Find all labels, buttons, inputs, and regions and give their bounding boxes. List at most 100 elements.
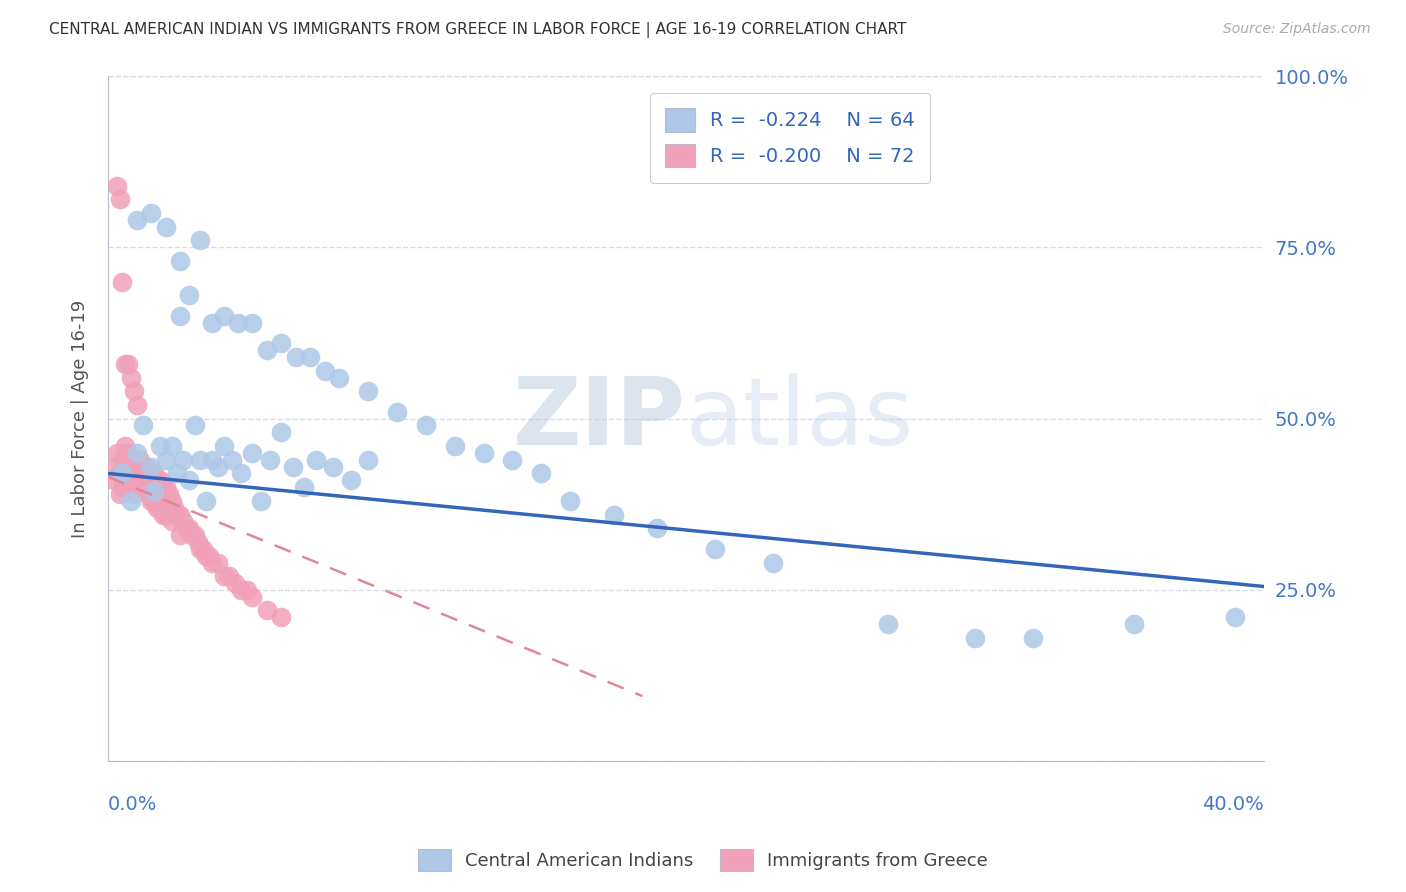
Point bbox=[281, 459, 304, 474]
Point bbox=[122, 487, 145, 501]
Text: Source: ZipAtlas.com: Source: ZipAtlas.com bbox=[1223, 22, 1371, 37]
Point bbox=[328, 370, 350, 384]
Point bbox=[256, 603, 278, 617]
Point bbox=[146, 500, 169, 515]
Point bbox=[314, 364, 336, 378]
Point bbox=[149, 500, 172, 515]
Point bbox=[103, 473, 125, 487]
Point bbox=[111, 275, 134, 289]
Point bbox=[120, 370, 142, 384]
Point bbox=[111, 467, 134, 481]
Point bbox=[221, 452, 243, 467]
Point bbox=[602, 508, 624, 522]
Point bbox=[163, 500, 186, 515]
Point bbox=[138, 487, 160, 501]
Point bbox=[229, 467, 252, 481]
Point bbox=[135, 459, 157, 474]
Point bbox=[141, 459, 163, 474]
Text: atlas: atlas bbox=[686, 373, 914, 465]
Point bbox=[299, 350, 322, 364]
Point bbox=[166, 508, 188, 522]
Point bbox=[198, 549, 221, 563]
Point bbox=[108, 487, 131, 501]
Point bbox=[143, 493, 166, 508]
Point bbox=[169, 528, 191, 542]
Point bbox=[117, 357, 139, 371]
Point bbox=[207, 556, 229, 570]
Point bbox=[259, 452, 281, 467]
Point bbox=[963, 631, 986, 645]
Point bbox=[294, 480, 316, 494]
Point bbox=[190, 234, 212, 248]
Point bbox=[125, 459, 148, 474]
Point bbox=[270, 425, 292, 440]
Point bbox=[111, 480, 134, 494]
Point bbox=[157, 487, 180, 501]
Point bbox=[357, 384, 380, 399]
Point bbox=[177, 288, 200, 302]
Point bbox=[502, 452, 524, 467]
Point bbox=[195, 493, 218, 508]
Point bbox=[1223, 610, 1246, 624]
Point bbox=[172, 515, 194, 529]
Point bbox=[155, 480, 177, 494]
Point bbox=[177, 473, 200, 487]
Point bbox=[128, 452, 150, 467]
Point bbox=[117, 473, 139, 487]
Point bbox=[172, 452, 194, 467]
Point bbox=[114, 467, 136, 481]
Point bbox=[125, 213, 148, 227]
Point bbox=[180, 528, 202, 542]
Point bbox=[195, 549, 218, 563]
Point bbox=[183, 418, 205, 433]
Point bbox=[207, 459, 229, 474]
Point bbox=[108, 192, 131, 206]
Point bbox=[141, 206, 163, 220]
Point bbox=[761, 556, 783, 570]
Point bbox=[125, 480, 148, 494]
Point bbox=[190, 452, 212, 467]
Point bbox=[322, 459, 344, 474]
Point bbox=[149, 473, 172, 487]
Point bbox=[190, 541, 212, 556]
Text: 0.0%: 0.0% bbox=[108, 796, 157, 814]
Point bbox=[183, 528, 205, 542]
Point bbox=[125, 446, 148, 460]
Point bbox=[201, 556, 224, 570]
Y-axis label: In Labor Force | Age 16-19: In Labor Force | Age 16-19 bbox=[72, 300, 89, 538]
Point bbox=[105, 446, 128, 460]
Point bbox=[125, 398, 148, 412]
Point bbox=[143, 483, 166, 498]
Point bbox=[152, 480, 174, 494]
Point bbox=[174, 521, 197, 535]
Point bbox=[169, 508, 191, 522]
Point bbox=[305, 452, 328, 467]
Text: CENTRAL AMERICAN INDIAN VS IMMIGRANTS FROM GREECE IN LABOR FORCE | AGE 16-19 COR: CENTRAL AMERICAN INDIAN VS IMMIGRANTS FR… bbox=[49, 22, 907, 38]
Point bbox=[169, 254, 191, 268]
Point bbox=[152, 508, 174, 522]
Point bbox=[270, 336, 292, 351]
Point bbox=[212, 439, 235, 453]
Point bbox=[143, 467, 166, 481]
Point bbox=[131, 480, 153, 494]
Point bbox=[235, 582, 257, 597]
Point bbox=[242, 316, 264, 330]
Point bbox=[160, 439, 183, 453]
Point bbox=[155, 219, 177, 234]
Point bbox=[357, 452, 380, 467]
Point bbox=[415, 418, 437, 433]
Point bbox=[122, 384, 145, 399]
Point bbox=[120, 493, 142, 508]
Point bbox=[120, 452, 142, 467]
Point bbox=[131, 459, 153, 474]
Point bbox=[256, 343, 278, 357]
Point bbox=[703, 541, 725, 556]
Point bbox=[169, 309, 191, 323]
Point bbox=[443, 439, 465, 453]
Point bbox=[141, 493, 163, 508]
Point bbox=[122, 452, 145, 467]
Point bbox=[114, 357, 136, 371]
Point bbox=[250, 493, 273, 508]
Point bbox=[160, 515, 183, 529]
Point bbox=[128, 473, 150, 487]
